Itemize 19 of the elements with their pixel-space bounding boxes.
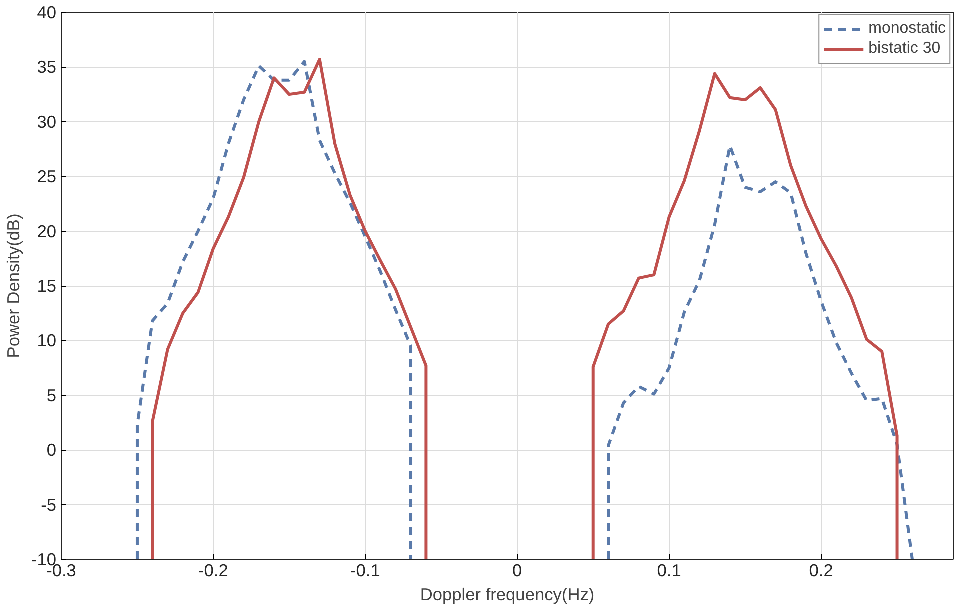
x-tick-label: 0.2 — [809, 560, 834, 580]
x-axis-title: Doppler frequency(Hz) — [420, 584, 595, 604]
y-tick-label: 30 — [37, 112, 57, 132]
y-tick-label: 25 — [37, 166, 57, 187]
y-tick-label: 40 — [37, 2, 57, 22]
y-tick-label: 5 — [46, 385, 57, 406]
legend-label: bistatic 30 — [868, 40, 941, 58]
x-tick-label: -0.1 — [350, 560, 380, 580]
y-tick-label: 0 — [46, 440, 57, 460]
legend-label: monostatic — [868, 20, 946, 38]
y-axis-title: Power Density(dB) — [3, 214, 24, 358]
y-tick-label: 35 — [37, 57, 57, 78]
y-tick-label: 20 — [37, 221, 57, 242]
y-tick-label: 15 — [37, 276, 57, 296]
x-tick-label: 0.1 — [657, 560, 682, 580]
y-tick-label: -5 — [41, 494, 57, 515]
y-tick-label: 10 — [37, 330, 57, 351]
x-tick-label: -0.2 — [198, 560, 228, 580]
x-tick-label: 0 — [512, 560, 522, 580]
